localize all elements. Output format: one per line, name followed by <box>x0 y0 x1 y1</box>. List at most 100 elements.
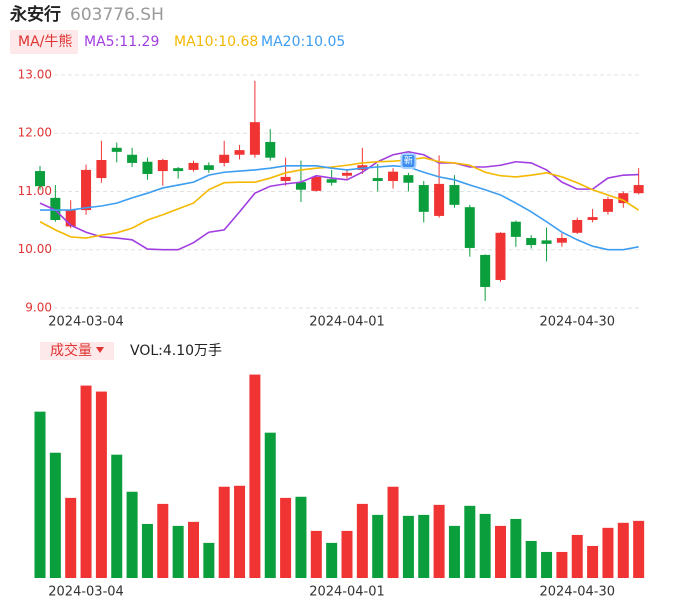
candle-body <box>265 141 276 158</box>
indicator-label[interactable]: MA/牛熊 <box>18 34 72 50</box>
x-tick-label: 2024-04-01 <box>309 585 385 600</box>
volume-bar <box>310 530 322 578</box>
candle-body <box>633 185 644 194</box>
candle-body <box>65 210 76 227</box>
candle-body <box>111 147 122 152</box>
candle-body <box>510 221 521 237</box>
volume-bar <box>264 432 276 578</box>
volume-bar <box>95 391 107 578</box>
x-tick-label: 2024-04-30 <box>539 315 615 330</box>
candle-body <box>81 169 92 211</box>
legend-entry: MA20:10.05 <box>261 34 345 50</box>
volume-bar <box>249 374 261 578</box>
candle-body <box>618 193 629 204</box>
candle-body <box>572 219 583 233</box>
y-tick-label: 10.00 <box>18 242 52 256</box>
volume-bar <box>617 522 629 578</box>
y-tick-label: 9.00 <box>25 300 52 314</box>
candle-body <box>219 154 230 163</box>
volume-bar <box>218 486 230 578</box>
volume-bar <box>326 542 338 578</box>
volume-bar <box>234 485 246 578</box>
volume-bar <box>111 454 123 578</box>
volume-bar <box>448 525 460 578</box>
volume-bar <box>341 530 353 578</box>
candle-body <box>403 175 414 183</box>
volume-bar <box>602 527 614 578</box>
volume-bar <box>418 514 430 578</box>
candle-body <box>96 160 107 179</box>
candle-body <box>602 199 613 212</box>
candle-body <box>326 179 337 183</box>
volume-bar <box>433 504 445 578</box>
annotation-text: 新 <box>404 155 413 167</box>
y-tick-label: 13.00 <box>18 67 52 81</box>
candle-body <box>249 122 260 155</box>
volume-bar <box>172 525 184 578</box>
candle-body <box>556 238 567 243</box>
candle-body <box>35 171 45 187</box>
volume-label[interactable]: 成交量 <box>50 342 92 359</box>
y-tick-label: 12.00 <box>18 126 52 140</box>
volume-bar <box>510 518 522 578</box>
indicator-box[interactable] <box>10 30 78 54</box>
x-tick-label: 2024-04-30 <box>539 585 615 600</box>
stock-code: 603776.SH <box>70 5 164 25</box>
candle-body <box>587 217 598 220</box>
candle-body <box>388 171 399 181</box>
candle-body <box>495 232 506 280</box>
candle-body <box>173 168 184 172</box>
candle-body <box>526 238 537 246</box>
volume-bar <box>80 385 92 578</box>
volume-bar <box>280 497 292 578</box>
volume-bar <box>141 523 153 578</box>
candle-body <box>342 172 352 176</box>
volume-bar <box>464 505 476 578</box>
x-tick-label: 2024-03-04 <box>48 315 124 330</box>
candle-body <box>541 240 552 244</box>
annotation-badge <box>400 153 417 169</box>
volume-bar <box>34 411 46 578</box>
volume-box[interactable] <box>40 342 114 360</box>
volume-bar <box>356 503 368 578</box>
y-tick-label: 11.00 <box>18 184 52 198</box>
candle-body <box>234 150 245 155</box>
candle-body <box>464 207 475 248</box>
volume-bar <box>126 491 138 578</box>
volume-bar <box>495 525 506 578</box>
volume-bar <box>479 513 491 578</box>
candle-body <box>418 185 429 212</box>
legend-entry: MA5:11.29 <box>84 34 159 50</box>
candle-body <box>50 197 61 220</box>
volume-bar <box>387 486 399 578</box>
candle-body <box>295 182 306 190</box>
volume-bar <box>402 515 414 578</box>
volume-bar <box>49 452 61 578</box>
volume-bar <box>633 520 645 578</box>
volume-bar <box>587 545 599 578</box>
ma-line <box>40 165 639 251</box>
candle-body <box>188 162 199 170</box>
volume-bar <box>556 551 568 578</box>
x-tick-label: 2024-04-01 <box>309 315 385 330</box>
volume-bar <box>295 496 307 578</box>
candle-body <box>311 176 322 191</box>
ma-line <box>39 156 640 239</box>
candle-body <box>372 178 383 181</box>
ma-line <box>39 151 639 251</box>
volume-bar <box>571 534 583 578</box>
volume-bar <box>541 551 553 578</box>
volume-bar <box>157 503 169 578</box>
stock-name: 永安行 <box>9 4 61 25</box>
candle-body <box>157 160 168 172</box>
volume-bar <box>203 542 215 578</box>
legend-entry: MA10:10.68 <box>174 34 258 50</box>
candle-body <box>127 154 138 163</box>
volume-bar <box>65 497 77 578</box>
candle-body <box>480 254 491 287</box>
volume-bar <box>525 540 537 578</box>
volume-bar <box>188 521 199 578</box>
volume-bar <box>372 514 384 578</box>
dropdown-icon[interactable] <box>96 347 104 353</box>
